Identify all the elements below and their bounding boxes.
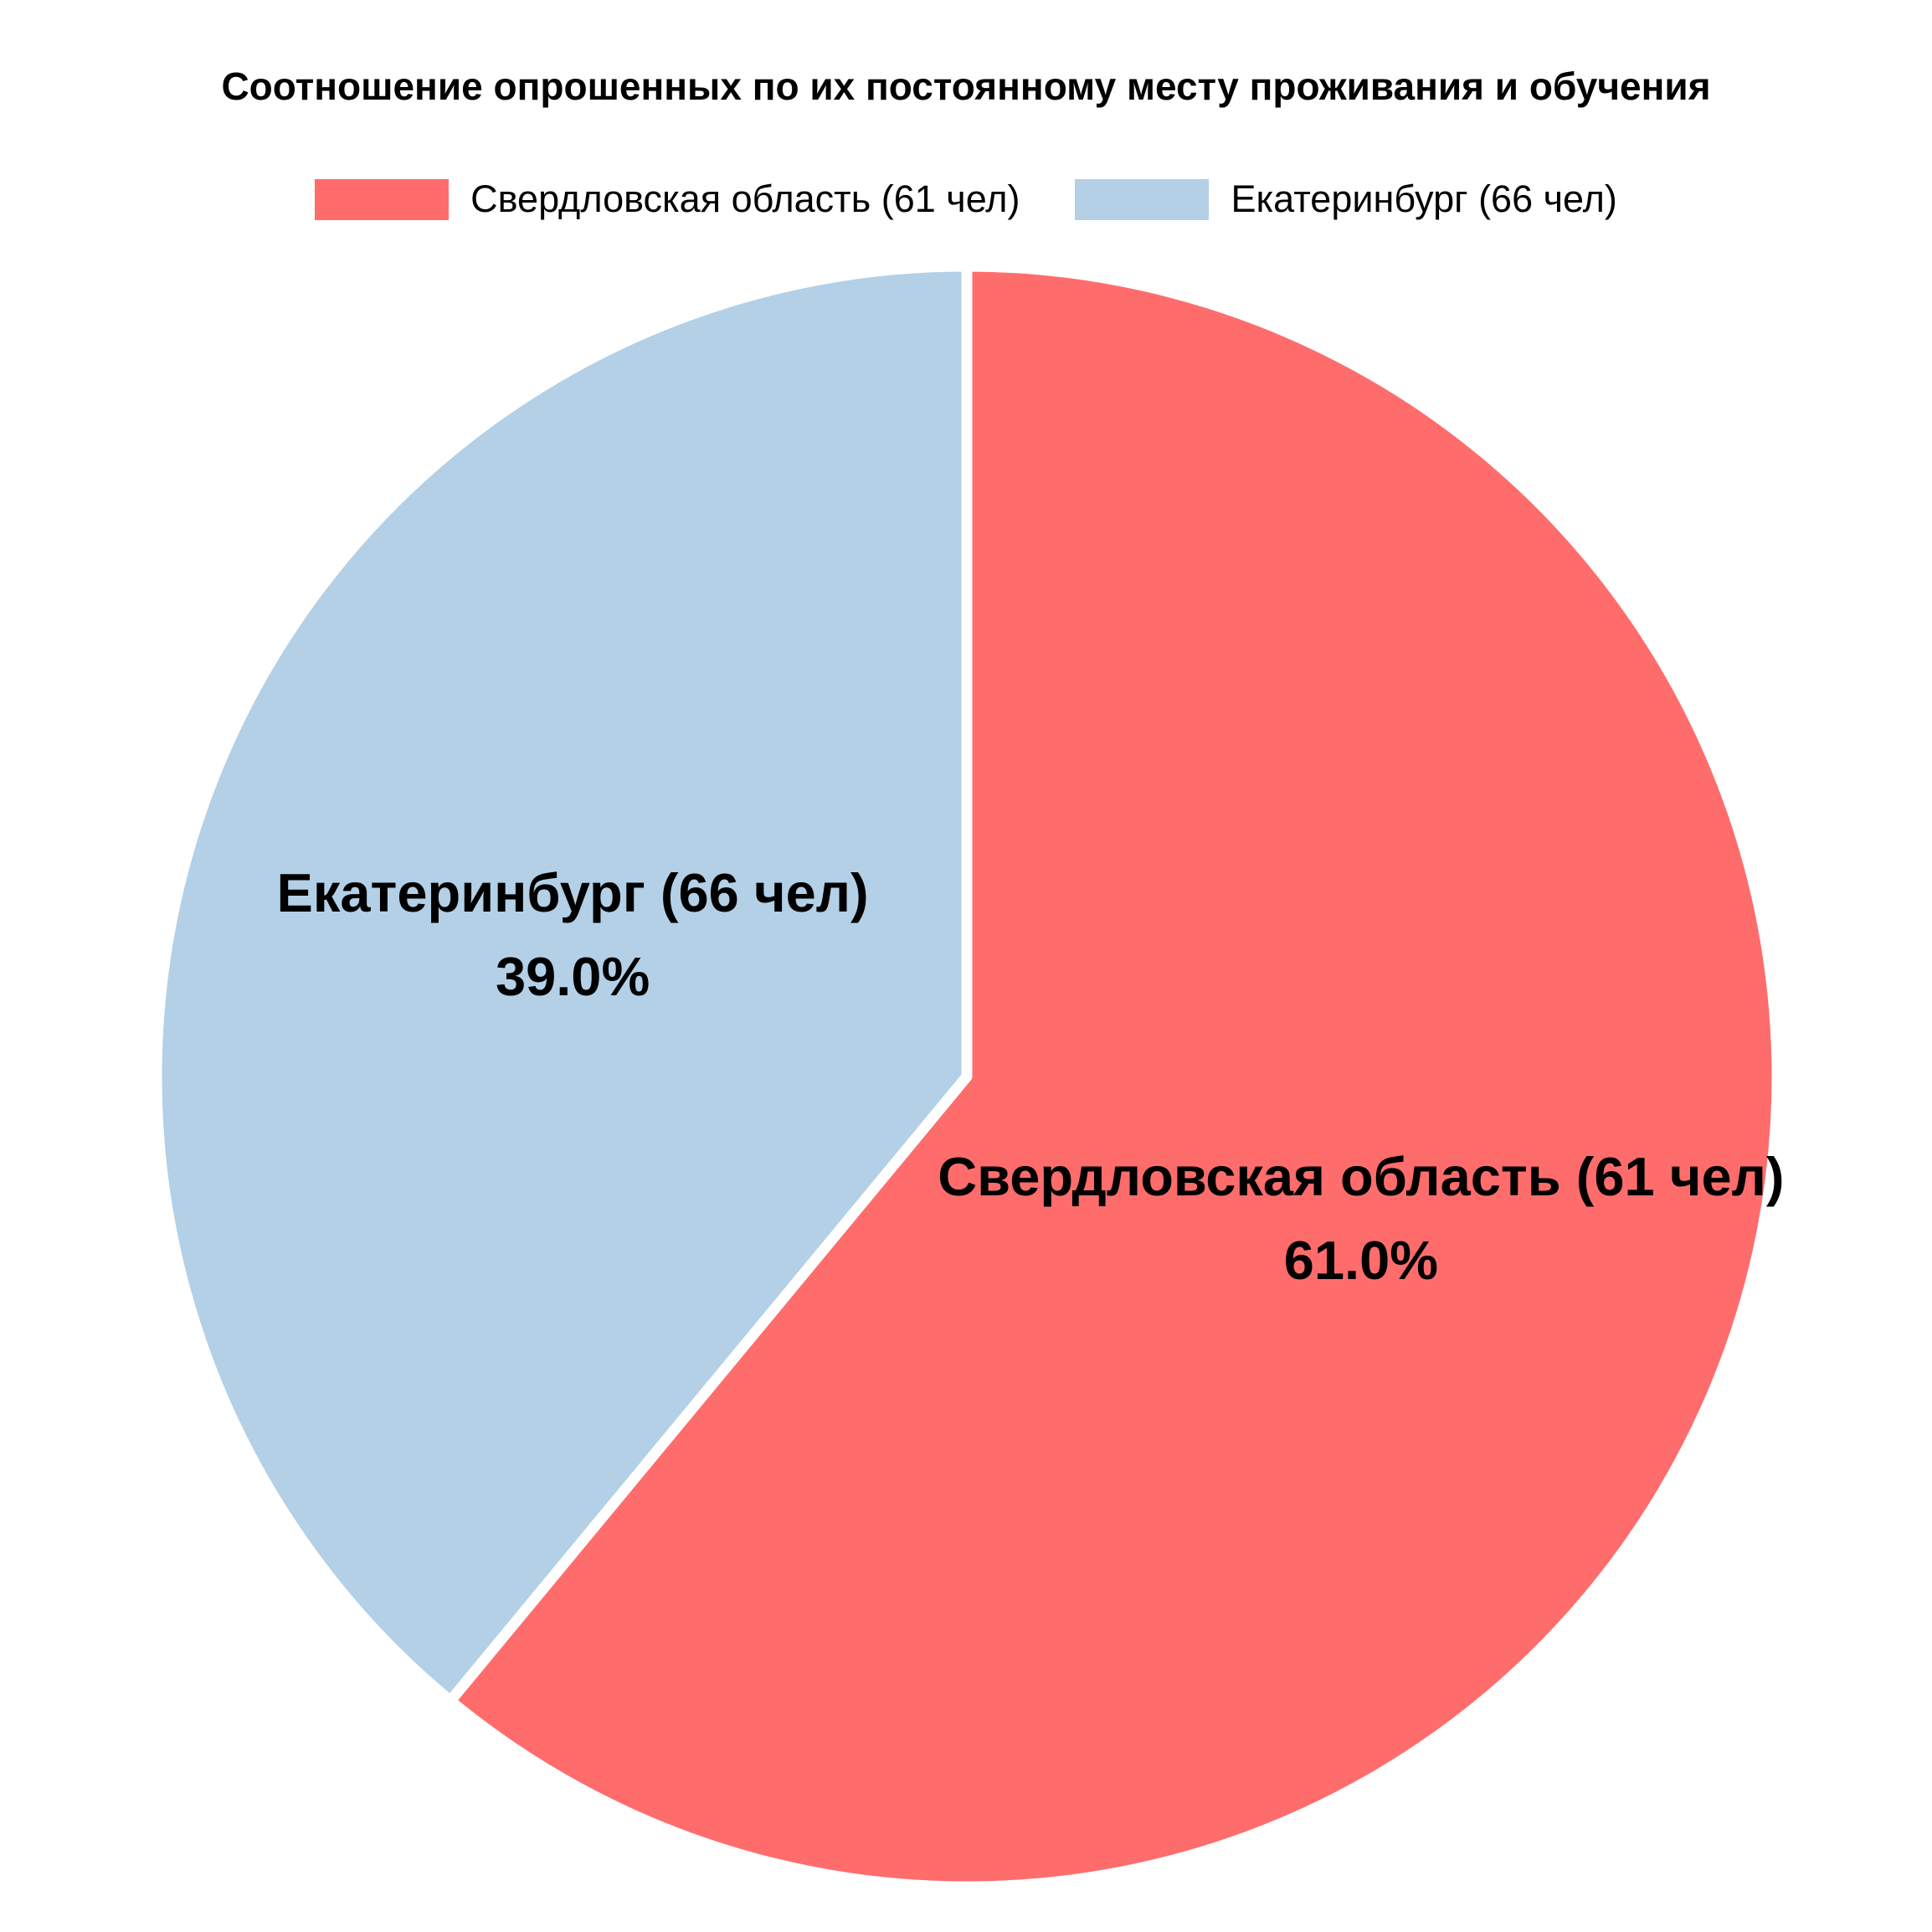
legend-item-1: Екатеринбург (66 чел) (1075, 177, 1617, 221)
chart-title: Соотношение опрошенных по их постоянному… (221, 64, 1711, 108)
legend-item-0: Свердловская область (61 чел) (315, 177, 1020, 221)
legend-label: Свердловская область (61 чел) (470, 177, 1020, 220)
legend-label: Екатеринбург (66 чел) (1231, 177, 1617, 220)
slice-label-1: Екатеринбург (66 чел) 39.0% (276, 862, 868, 1007)
legend-swatch-icon (315, 178, 450, 220)
legend: Свердловская область (61 чел) Екатеринбур… (0, 177, 1932, 221)
slice-label-0: Свердловская область (61 чел) 61.0% (938, 1146, 1784, 1291)
pie-slice-1 (151, 260, 973, 1707)
legend-swatch-icon (1075, 178, 1210, 220)
pie-slice-0 (444, 260, 1783, 1893)
